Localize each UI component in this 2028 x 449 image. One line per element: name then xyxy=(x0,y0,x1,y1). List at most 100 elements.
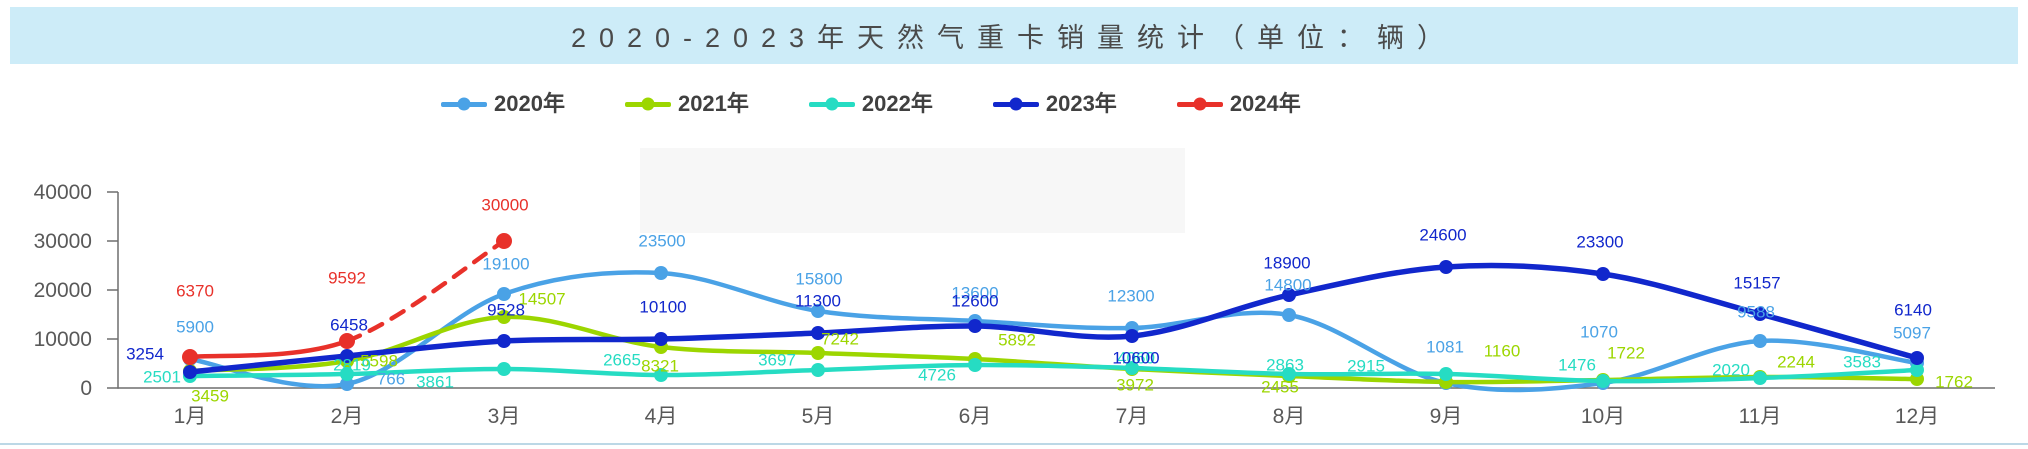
data-label-2022年-4月: 2665 xyxy=(603,350,641,370)
data-point-2023年 xyxy=(1910,351,1924,365)
data-label-2023年-8月: 18900 xyxy=(1263,253,1311,273)
data-label-2020年-11月: 9588 xyxy=(1737,302,1775,322)
data-label-2022年-12月: 3583 xyxy=(1843,352,1881,372)
data-point-2021年 xyxy=(811,346,825,360)
data-label-2022年-9月: 2915 xyxy=(1347,356,1385,376)
data-point-2022年 xyxy=(1282,367,1296,381)
bottom-divider xyxy=(0,443,2028,445)
data-label-2023年-11月: 15157 xyxy=(1733,273,1781,293)
data-point-2022年 xyxy=(1439,367,1453,381)
data-point-2020年 xyxy=(1753,334,1767,348)
data-label-2021年-1月: 3459 xyxy=(191,386,229,406)
data-label-2022年-6月: 4726 xyxy=(918,365,956,385)
series-line-2024年-solid xyxy=(187,338,350,360)
data-point-2022年 xyxy=(811,363,825,377)
data-label-2021年-9月: 1160 xyxy=(1483,341,1521,361)
legend-label: 2021年 xyxy=(677,91,749,116)
legend-line-marker-icon xyxy=(808,97,855,111)
x-axis-month-label: 10月 xyxy=(1581,405,1625,428)
data-label-2020年-2月: 766 xyxy=(376,369,406,389)
data-point-2023年 xyxy=(654,332,668,346)
data-label-2021年-5月: 7242 xyxy=(821,329,859,349)
x-axis-month-label: 5月 xyxy=(802,405,835,428)
data-label-2022年-3月: 3861 xyxy=(416,372,454,392)
y-axis-tick-label: 20000 xyxy=(34,279,92,302)
legend-line-marker-icon xyxy=(1176,97,1223,111)
legend-label: 2020年 xyxy=(494,91,565,116)
data-point-2023年 xyxy=(1596,267,1610,281)
legend-item-2021年: 2021年 xyxy=(624,91,749,116)
data-label-2023年-9月: 24600 xyxy=(1419,225,1467,245)
data-label-2023年-4月: 10100 xyxy=(639,297,687,317)
legend-label: 2023年 xyxy=(1045,91,1117,116)
x-axis-month-label: 11月 xyxy=(1739,405,1782,428)
data-point-2023年 xyxy=(340,349,354,363)
data-label-2023年-2月: 6458 xyxy=(330,315,368,335)
data-point-2022年 xyxy=(1125,361,1139,375)
data-point-2020年 xyxy=(654,266,668,280)
data-point-2021年 xyxy=(497,310,511,324)
data-point-2024年 xyxy=(339,333,355,349)
data-label-2023年-7月: 10600 xyxy=(1112,348,1160,368)
x-axis-month-label: 8月 xyxy=(1273,405,1306,428)
legend-line-marker-icon xyxy=(992,97,1039,111)
y-axis-tick-label: 10000 xyxy=(34,328,92,351)
data-label-2023年-5月: 11300 xyxy=(794,291,842,311)
data-label-2020年-12月: 5097 xyxy=(1893,323,1931,343)
y-axis-tick-label: 40000 xyxy=(34,181,92,204)
data-label-2024年-1月: 6370 xyxy=(176,281,214,301)
data-label-2020年-7月: 12300 xyxy=(1107,286,1155,306)
watermark-remnant xyxy=(640,148,1185,233)
legend-item-2022年: 2022年 xyxy=(808,91,933,116)
data-label-2021年-4月: 8321 xyxy=(641,356,679,376)
legend-item-2023年: 2023年 xyxy=(992,91,1117,116)
data-label-2020年-1月: 5900 xyxy=(176,317,214,337)
data-label-2021年-3月: 14507 xyxy=(518,289,566,309)
x-axis-month-label: 9月 xyxy=(1430,405,1463,428)
x-axis-month-label: 2月 xyxy=(331,405,364,428)
legend-label: 2022年 xyxy=(861,91,933,116)
x-axis-month-label: 1月 xyxy=(174,405,207,428)
data-point-2020年 xyxy=(811,304,825,318)
legend-dot-icon xyxy=(825,97,839,111)
data-label-2021年-12月: 1762 xyxy=(1935,372,1973,392)
legend-dot-icon xyxy=(1009,97,1023,111)
legend: 2020年 2021年 2022年 2023年 2024年 xyxy=(441,91,1301,117)
data-point-2022年 xyxy=(1910,363,1924,377)
legend-line-marker-icon xyxy=(624,97,671,111)
data-point-2023年 xyxy=(968,319,982,333)
data-label-2020年-3月: 19100 xyxy=(482,254,530,274)
data-label-2023年-12月: 6140 xyxy=(1894,300,1932,320)
data-label-2023年-3月: 9528 xyxy=(487,300,525,320)
y-axis-tick-label: 30000 xyxy=(34,230,92,253)
data-label-2022年-1月: 2501 xyxy=(143,367,181,387)
data-point-2024年 xyxy=(182,349,198,365)
data-label-2021年-10月: 1722 xyxy=(1607,343,1645,363)
data-point-2022年 xyxy=(340,367,354,381)
data-point-2023年 xyxy=(1125,329,1139,343)
chart-title: 2020-2023年天然气重卡销量统计（单位：辆） xyxy=(570,23,1458,53)
data-point-2020年 xyxy=(497,287,511,301)
series-line-2024年-dashed xyxy=(344,238,507,344)
data-point-2023年 xyxy=(1282,288,1296,302)
series-line-2023年 xyxy=(187,262,1920,375)
data-label-2022年-7月: 4060 xyxy=(1117,348,1155,368)
data-point-2024年 xyxy=(496,233,512,249)
data-point-2023年 xyxy=(183,365,197,379)
data-point-2022年 xyxy=(1753,371,1767,385)
data-point-2023年 xyxy=(1439,260,1453,274)
data-point-2022年 xyxy=(497,362,511,376)
data-label-2020年-8月: 14800 xyxy=(1264,275,1312,295)
data-point-2023年 xyxy=(1753,307,1767,321)
x-axis-month-label: 6月 xyxy=(959,405,992,428)
legend-dot-icon xyxy=(1193,97,1207,111)
data-label-2021年-7月: 3972 xyxy=(1116,375,1154,395)
legend-item-2020年: 2020年 xyxy=(441,93,565,115)
data-label-2020年-10月: 1070 xyxy=(1580,322,1618,342)
data-point-2022年 xyxy=(968,358,982,372)
data-point-2020年 xyxy=(340,377,354,391)
data-label-2022年-5月: 3697 xyxy=(758,350,796,370)
data-point-2022年 xyxy=(1596,374,1610,388)
